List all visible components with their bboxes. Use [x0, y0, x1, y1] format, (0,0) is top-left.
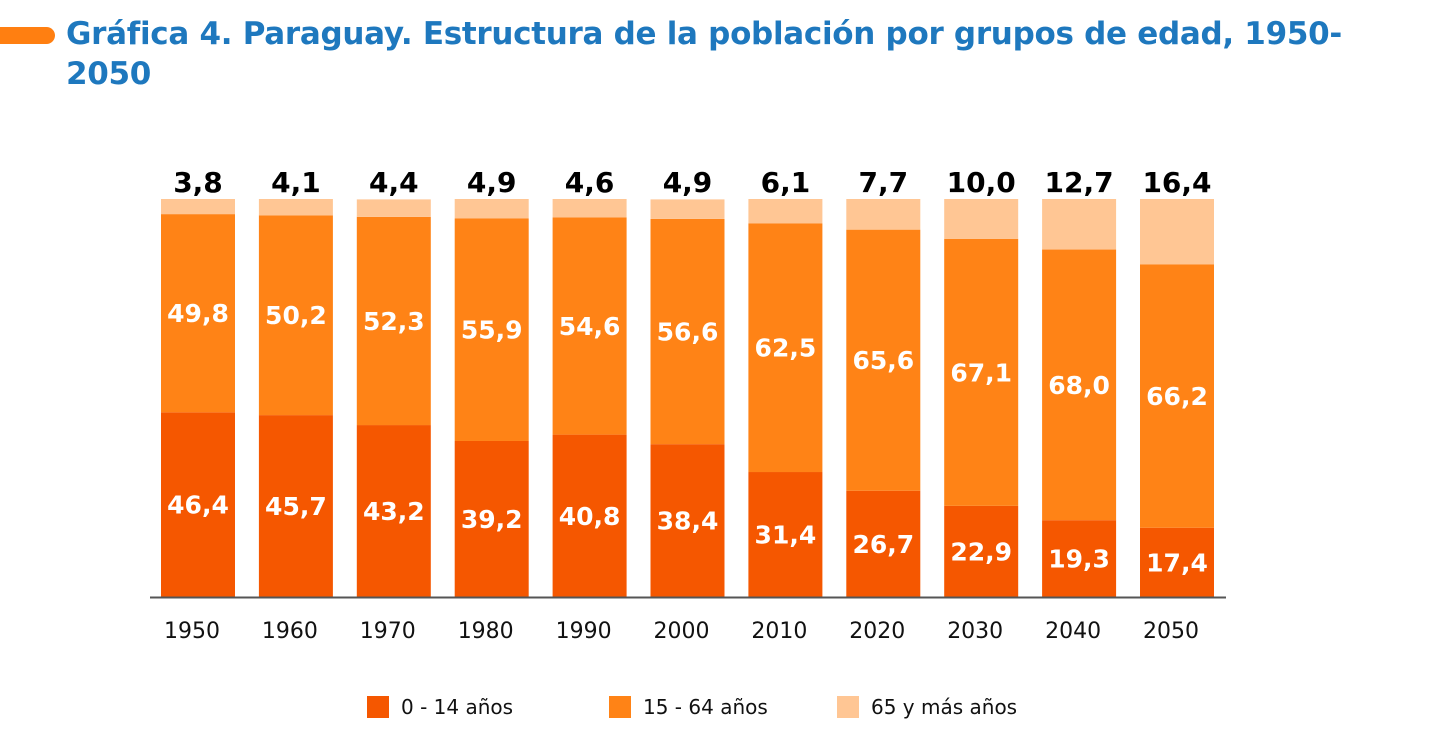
data-label-65plus: 6,1 [761, 166, 811, 199]
bar-segment-2050-0 [1140, 527, 1214, 597]
data-label: 31,4 [755, 521, 817, 550]
data-label: 62,5 [755, 334, 817, 363]
bar-segment-2030-2 [944, 199, 1019, 239]
data-label: 17,4 [1146, 548, 1208, 577]
title-accent-bar [0, 27, 55, 44]
legend-label: 0 - 14 años [401, 695, 514, 719]
x-tick-label: 2050 [1143, 619, 1199, 644]
bar-segment-1980-2 [454, 199, 529, 219]
x-tick-label: 1990 [556, 619, 612, 644]
x-tick-label: 2010 [751, 619, 807, 644]
data-label: 43,2 [363, 497, 425, 526]
bar-segment-2010-0 [748, 472, 823, 597]
bar-segment-1980-1 [454, 218, 529, 441]
data-label: 67,1 [950, 358, 1012, 387]
data-label: 45,7 [265, 492, 327, 521]
x-tick-label: 1970 [360, 619, 416, 644]
legend-swatch [367, 696, 389, 718]
data-label: 52,3 [363, 307, 425, 336]
x-tick-label: 1960 [262, 619, 318, 644]
legend-swatch [837, 696, 859, 718]
x-tick-label: 2020 [849, 619, 905, 644]
data-label: 56,6 [657, 318, 719, 347]
x-tick-label: 2000 [654, 619, 710, 644]
bar-segment-1960-0 [258, 415, 333, 597]
legend-item-0-14: 0 - 14 años [367, 695, 513, 719]
bar-segment-2050-2 [1140, 199, 1214, 265]
bar-segment-1970-2 [356, 199, 431, 217]
x-tick-label: 1950 [164, 619, 220, 644]
bar-segment-2000-1 [650, 218, 725, 445]
legend-label: 15 - 64 años [643, 695, 768, 719]
data-label-65plus: 4,4 [369, 166, 419, 199]
data-label-65plus: 3,8 [173, 166, 223, 199]
data-label: 54,6 [559, 312, 621, 341]
data-label-65plus: 7,7 [858, 166, 908, 199]
legend-label: 65 y más años [871, 695, 1018, 719]
bar-segment-1990-1 [552, 217, 627, 435]
x-tick-label: 1980 [458, 619, 514, 644]
legend-swatch [609, 696, 631, 718]
bar-segment-1980-0 [454, 440, 529, 597]
bar-segment-2010-1 [748, 223, 823, 473]
bar-segment-1960-1 [258, 215, 333, 416]
bar-segment-1950-0 [161, 412, 235, 597]
bar-segment-2000-0 [650, 444, 725, 597]
legend: 0 - 14 años 15 - 64 años 65 y más años [0, 695, 1456, 725]
data-label: 55,9 [461, 316, 523, 345]
data-label: 22,9 [950, 537, 1012, 566]
bar-segment-1990-2 [552, 199, 627, 218]
data-label: 19,3 [1048, 545, 1110, 574]
data-label-65plus: 4,6 [565, 166, 615, 199]
bar-segment-2020-2 [846, 199, 921, 230]
bar-segment-1970-1 [356, 216, 431, 426]
legend-item-15-64: 15 - 64 años [609, 695, 768, 719]
bar-segment-2030-0 [944, 505, 1019, 597]
bar-segment-1950-1 [161, 214, 235, 413]
bar-segment-2010-2 [748, 199, 823, 224]
data-label: 66,2 [1146, 382, 1208, 411]
data-label: 26,7 [852, 530, 914, 559]
bar-segment-2040-1 [1042, 249, 1117, 521]
data-label: 46,4 [167, 491, 229, 520]
bar-segment-1960-2 [258, 199, 333, 216]
bar-segment-1950-2 [161, 199, 235, 215]
data-label-65plus: 16,4 [1142, 166, 1211, 199]
x-tick-label: 2030 [947, 619, 1003, 644]
bar-segment-1990-0 [552, 434, 627, 597]
chart-title: Gráfica 4. Paraguay. Estructura de la po… [66, 16, 1342, 92]
data-label: 68,0 [1048, 371, 1110, 400]
bar-segment-1970-0 [356, 425, 431, 597]
bar-segment-2000-2 [650, 199, 725, 219]
bar-segment-2050-1 [1140, 264, 1214, 528]
data-label: 39,2 [461, 505, 523, 534]
data-label-65plus: 4,1 [271, 166, 321, 199]
bar-segment-2040-2 [1042, 199, 1117, 250]
legend-item-65-plus: 65 y más años [837, 695, 1017, 719]
data-label: 50,2 [265, 301, 327, 330]
data-label-65plus: 4,9 [663, 166, 713, 199]
bar-segment-2030-1 [944, 238, 1019, 506]
bar-segment-2020-0 [846, 490, 921, 597]
data-label-65plus: 12,7 [1045, 166, 1114, 199]
bar-segment-2020-1 [846, 229, 921, 491]
x-tick-label: 2040 [1045, 619, 1101, 644]
bar-segment-2040-0 [1042, 520, 1117, 597]
data-label: 49,8 [167, 299, 229, 328]
data-label-65plus: 10,0 [947, 166, 1016, 199]
data-label-65plus: 4,9 [467, 166, 517, 199]
data-label: 40,8 [559, 502, 621, 531]
data-label: 65,6 [852, 346, 914, 375]
data-label: 38,4 [657, 507, 719, 536]
